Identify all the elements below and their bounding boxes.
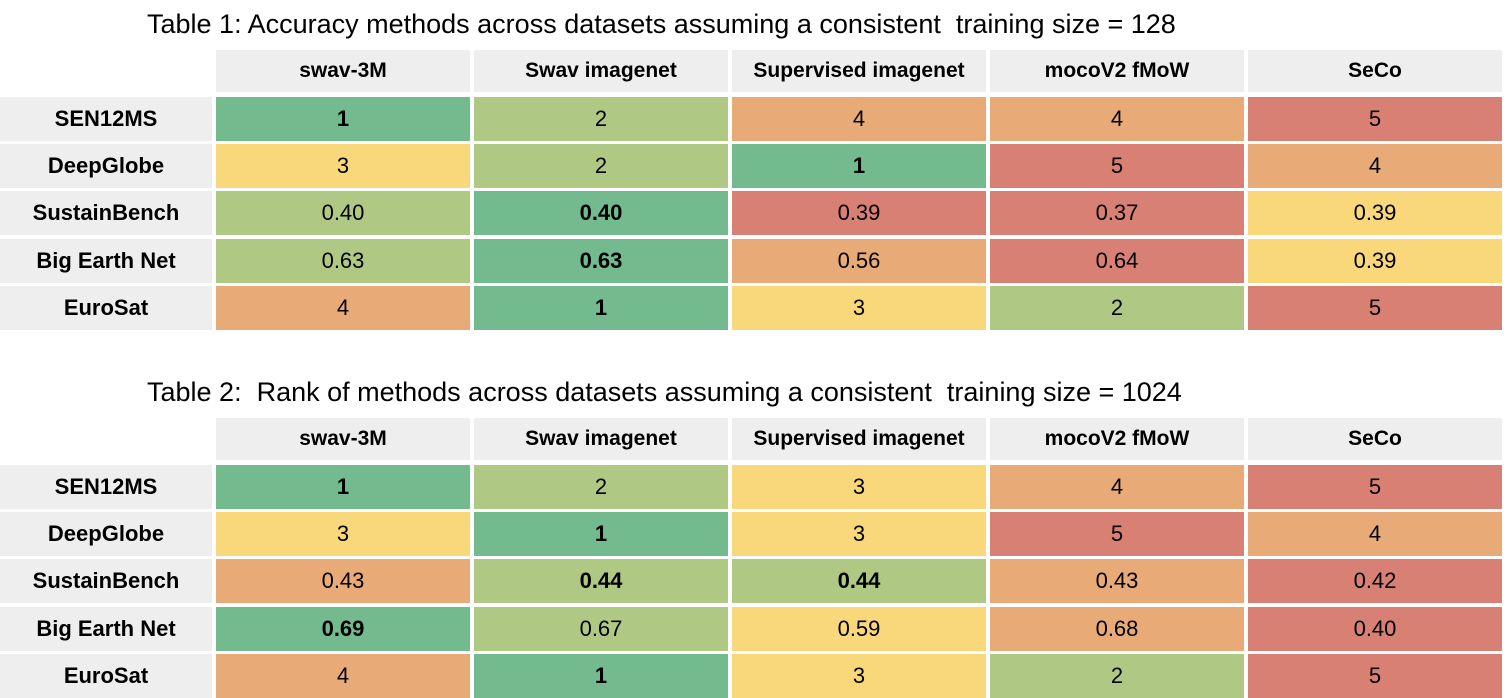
row-label: EuroSat [0, 654, 212, 698]
column-header: mocoV2 fMoW [990, 418, 1244, 460]
column-header: Swav imagenet [474, 418, 728, 460]
table-cell: 0.43 [216, 559, 470, 603]
table-cell: 0.63 [474, 239, 728, 283]
table-cell: 1 [732, 144, 986, 188]
row-label: SEN12MS [0, 97, 212, 141]
table-cell: 3 [216, 144, 470, 188]
table-cell: 4 [216, 654, 470, 698]
row-label: SustainBench [0, 559, 212, 603]
table-cell: 4 [990, 97, 1244, 141]
table-cell: 0.44 [474, 559, 728, 603]
table-cell: 2 [474, 465, 728, 509]
table-cell: 4 [1248, 144, 1502, 188]
table-cell: 3 [216, 512, 470, 556]
column-header: Supervised imagenet [732, 50, 986, 92]
table-cell: 5 [1248, 97, 1502, 141]
table-cell: 0.64 [990, 239, 1244, 283]
column-header: SeCo [1248, 418, 1502, 460]
table-cell: 2 [474, 144, 728, 188]
table-cell: 2 [990, 654, 1244, 698]
table-cell: 4 [990, 465, 1244, 509]
table-cell: 0.39 [1248, 191, 1502, 235]
column-header: Swav imagenet [474, 50, 728, 92]
table-cell: 1 [474, 286, 728, 330]
column-header: Supervised imagenet [732, 418, 986, 460]
table-title: Table 1: Accuracy methods across dataset… [147, 9, 1176, 39]
table-cell: 0.39 [1248, 239, 1502, 283]
table-cell: 0.42 [1248, 559, 1502, 603]
table-cell: 5 [1248, 286, 1502, 330]
table-cell: 2 [990, 286, 1244, 330]
table-cell: 0.69 [216, 607, 470, 651]
table-cell: 0.59 [732, 607, 986, 651]
table-cell: 0.43 [990, 559, 1244, 603]
row-label: DeepGlobe [0, 144, 212, 188]
table-cell: 5 [1248, 465, 1502, 509]
table-cell: 1 [216, 465, 470, 509]
row-label: Big Earth Net [0, 607, 212, 651]
table-cell: 0.67 [474, 607, 728, 651]
table-title: Table 2: Rank of methods across datasets… [147, 377, 1182, 407]
table-cell: 5 [1248, 654, 1502, 698]
column-header: swav-3M [216, 418, 470, 460]
table-cell: 0.44 [732, 559, 986, 603]
table-cell: 3 [732, 512, 986, 556]
table-cell: 1 [474, 654, 728, 698]
table-cell: 0.63 [216, 239, 470, 283]
row-label: SEN12MS [0, 465, 212, 509]
table-cell: 4 [1248, 512, 1502, 556]
table-cell: 0.37 [990, 191, 1244, 235]
table-cell: 4 [216, 286, 470, 330]
table-cell: 3 [732, 465, 986, 509]
table-cell: 0.68 [990, 607, 1244, 651]
table-cell: 2 [474, 97, 728, 141]
row-label: EuroSat [0, 286, 212, 330]
column-header: SeCo [1248, 50, 1502, 92]
column-header: mocoV2 fMoW [990, 50, 1244, 92]
table-cell: 0.56 [732, 239, 986, 283]
table-cell: 4 [732, 97, 986, 141]
table-cell: 0.40 [216, 191, 470, 235]
table-cell: 5 [990, 144, 1244, 188]
row-label: Big Earth Net [0, 239, 212, 283]
row-label: DeepGlobe [0, 512, 212, 556]
table-cell: 1 [216, 97, 470, 141]
table-cell: 0.40 [1248, 607, 1502, 651]
table-cell: 1 [474, 512, 728, 556]
table-cell: 3 [732, 654, 986, 698]
table-cell: 5 [990, 512, 1244, 556]
table-cell: 3 [732, 286, 986, 330]
table-cell: 0.40 [474, 191, 728, 235]
row-label: SustainBench [0, 191, 212, 235]
column-header: swav-3M [216, 50, 470, 92]
table-cell: 0.39 [732, 191, 986, 235]
